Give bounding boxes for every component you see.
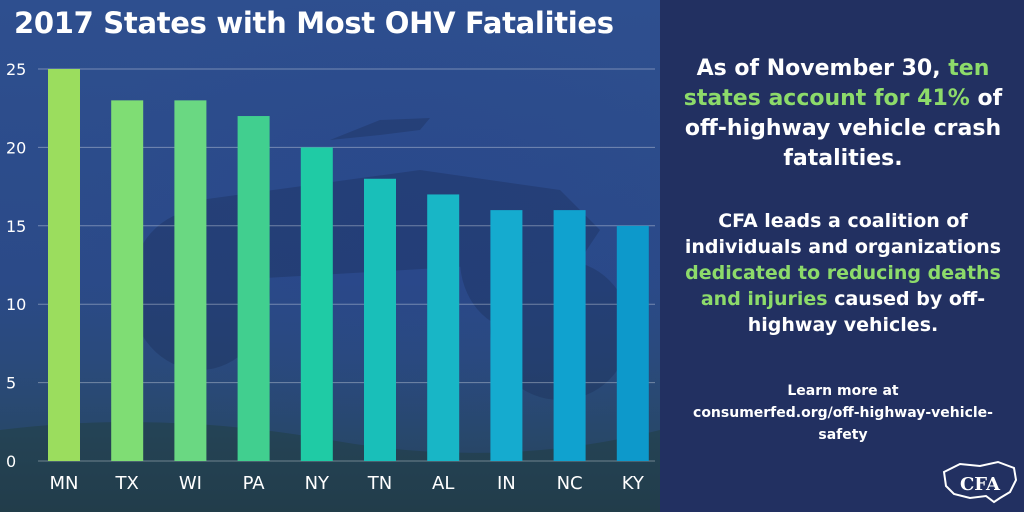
y-tick-label: 0 — [6, 452, 16, 471]
bar-chart: 0 5 10 15 20 25 MN TX WI PA NY TN AL IN NC KY — [0, 0, 660, 512]
bar-tn — [364, 179, 396, 461]
x-tick-label-nc: NC — [557, 473, 583, 494]
cfa-logo-text: CFA — [960, 474, 1001, 495]
x-tick-label-mn: MN — [50, 473, 79, 494]
bar-pa — [238, 116, 270, 461]
y-tick-label: 10 — [6, 295, 26, 314]
cfa-logo: CFA — [940, 458, 1020, 506]
x-tick-label-pa: PA — [243, 473, 266, 494]
y-tick-label: 5 — [6, 374, 16, 393]
x-tick-label-ny: NY — [305, 473, 330, 494]
x-tick-label-wi: WI — [179, 473, 202, 494]
bar-nc — [554, 210, 586, 461]
y-tick-label: 15 — [6, 217, 26, 236]
learn-more: Learn more at consumerfed.org/off-highwa… — [670, 380, 1016, 446]
bar-tx — [111, 100, 143, 461]
coalition-statement: CFA leads a coalition of individuals and… — [670, 208, 1016, 338]
bar-in — [490, 210, 522, 461]
learn-more-link[interactable]: consumerfed.org/off-highway-vehicle-safe… — [670, 402, 1016, 446]
bar-al — [427, 194, 459, 461]
x-tick-label-al: AL — [432, 473, 454, 494]
x-tick-label-tn: TN — [367, 473, 392, 494]
summary-statement: As of November 30, ten states account fo… — [670, 54, 1016, 174]
bars — [48, 69, 649, 461]
bar-ny — [301, 147, 333, 461]
coalition-lead: CFA leads a coalition of individuals and… — [685, 210, 1001, 258]
bar-mn — [48, 69, 80, 461]
y-tick-label: 25 — [6, 60, 26, 79]
y-tick-label: 20 — [6, 138, 26, 157]
bar-ky — [617, 226, 649, 461]
x-tick-label-ky: KY — [622, 473, 645, 494]
bar-wi — [174, 100, 206, 461]
summary-lead: As of November 30, — [697, 56, 941, 81]
x-axis-labels: MN TX WI PA NY TN AL IN NC KY — [50, 473, 645, 494]
x-tick-label-tx: TX — [115, 473, 139, 494]
y-axis-ticks: 0 5 10 15 20 25 — [6, 60, 26, 471]
x-tick-label-in: IN — [497, 473, 516, 494]
learn-more-label: Learn more at — [670, 380, 1016, 402]
